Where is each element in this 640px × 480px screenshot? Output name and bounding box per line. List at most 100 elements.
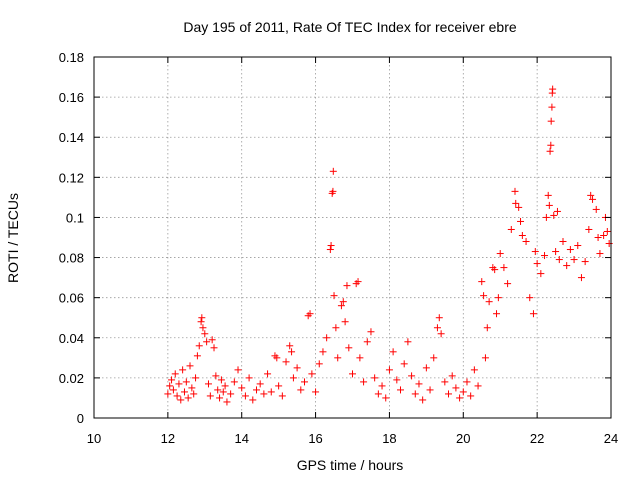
data-point — [345, 344, 353, 352]
data-point — [206, 392, 214, 400]
data-point — [212, 372, 220, 380]
data-point — [164, 390, 172, 398]
data-point — [319, 348, 327, 356]
data-point — [356, 354, 364, 362]
data-point — [378, 382, 386, 390]
data-point — [549, 85, 557, 93]
data-point — [249, 396, 257, 404]
chart-title: Day 195 of 2011, Rate Of TEC Index for r… — [183, 19, 517, 35]
data-point — [589, 195, 597, 203]
x-tick-label: 18 — [382, 431, 396, 446]
data-point — [166, 382, 174, 390]
data-point — [308, 370, 316, 378]
data-point — [334, 354, 342, 362]
data-point — [545, 201, 553, 209]
data-point — [594, 234, 602, 241]
data-point — [522, 238, 530, 246]
data-point — [273, 354, 281, 362]
data-point — [605, 240, 613, 248]
data-point — [363, 338, 371, 346]
data-point — [182, 378, 190, 386]
data-point — [481, 354, 489, 362]
data-point — [330, 292, 338, 300]
data-point — [441, 378, 449, 386]
data-point — [300, 378, 308, 386]
data-point — [517, 217, 525, 225]
data-point — [203, 338, 211, 346]
data-point — [193, 352, 201, 360]
data-point — [275, 382, 283, 390]
data-point — [507, 225, 515, 233]
data-point — [393, 376, 401, 384]
data-point — [550, 211, 558, 219]
data-point — [329, 187, 337, 195]
data-point — [397, 386, 405, 394]
data-point — [531, 248, 539, 256]
x-tick-label: 16 — [308, 431, 322, 446]
x-tick-label: 20 — [456, 431, 470, 446]
data-point — [385, 366, 393, 374]
y-tick-label: 0.16 — [59, 90, 84, 105]
data-point — [422, 364, 430, 372]
data-point — [227, 390, 235, 398]
data-point — [542, 213, 550, 221]
data-point — [467, 392, 475, 400]
data-point — [180, 388, 188, 396]
data-point — [435, 314, 443, 322]
data-point — [278, 392, 286, 400]
data-point — [537, 270, 545, 278]
data-point — [367, 328, 375, 336]
plot-frame — [93, 56, 612, 419]
data-point — [570, 256, 578, 264]
y-tick-label: 0.14 — [59, 130, 84, 145]
data-point — [419, 396, 427, 404]
data-point — [478, 278, 486, 286]
data-point — [548, 103, 556, 111]
y-tick-label: 0.06 — [59, 291, 84, 306]
data-point — [547, 141, 555, 149]
data-point — [169, 386, 177, 394]
data-point — [504, 280, 512, 288]
data-point — [437, 330, 445, 338]
data-point — [493, 310, 501, 318]
data-point — [339, 298, 347, 306]
data-point — [426, 386, 434, 394]
data-point — [293, 364, 301, 372]
data-point — [332, 324, 340, 332]
data-point — [288, 348, 296, 356]
data-point — [389, 348, 397, 356]
data-point — [329, 167, 337, 175]
data-point — [371, 374, 379, 382]
data-point — [177, 396, 185, 404]
data-point — [315, 360, 323, 368]
data-point — [408, 372, 416, 380]
x-tick-label: 22 — [530, 431, 544, 446]
data-point — [175, 380, 183, 388]
y-tick-label: 0.1 — [66, 210, 84, 225]
data-point — [474, 382, 482, 390]
data-point — [223, 398, 231, 406]
data-point — [260, 390, 268, 398]
data-point — [219, 388, 227, 396]
data-point — [480, 292, 488, 300]
data-point — [459, 388, 467, 396]
data-point — [463, 378, 471, 386]
data-point — [197, 318, 205, 326]
data-point — [267, 388, 275, 396]
grid — [94, 57, 611, 418]
y-tick-label: 0.02 — [59, 371, 84, 386]
data-point — [574, 242, 582, 250]
data-point — [496, 250, 504, 258]
data-point — [512, 199, 520, 207]
data-point — [430, 354, 438, 362]
y-tick-label: 0 — [77, 411, 84, 426]
data-point — [354, 278, 362, 286]
data-point — [337, 302, 345, 310]
data-point — [533, 260, 541, 268]
data-point — [188, 384, 196, 392]
data-point — [566, 246, 574, 254]
data-point — [171, 370, 179, 378]
data-point — [289, 374, 297, 382]
data-point — [483, 324, 491, 332]
data-point — [192, 374, 200, 382]
